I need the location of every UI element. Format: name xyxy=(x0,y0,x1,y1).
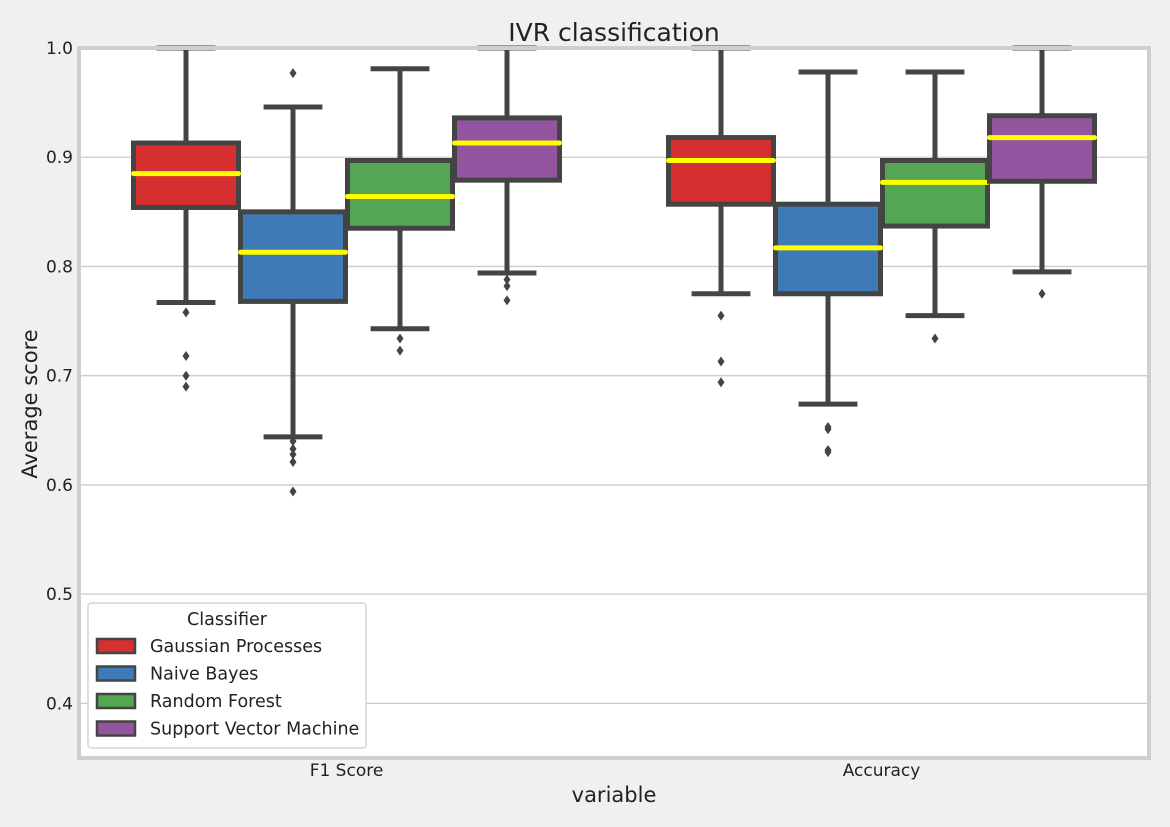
box-body xyxy=(238,209,348,304)
outlier-point xyxy=(931,333,939,344)
outlier-point xyxy=(289,68,297,79)
box-group xyxy=(238,68,348,497)
box-body xyxy=(987,113,1097,184)
box-group xyxy=(345,66,455,356)
outlier-point xyxy=(396,345,404,356)
y-tick-label: 0.7 xyxy=(46,367,73,387)
y-axis-label: Average score xyxy=(18,329,42,478)
legend-swatch xyxy=(95,720,137,737)
outlier-point xyxy=(182,307,190,318)
outlier-point xyxy=(1038,288,1046,299)
outlier-point xyxy=(503,295,511,306)
legend-swatch xyxy=(95,637,137,655)
outlier-point xyxy=(503,281,511,292)
outlier-point xyxy=(396,333,404,344)
box-body xyxy=(666,135,776,207)
outlier-point xyxy=(182,381,190,392)
chart-title: IVR classification xyxy=(508,18,720,47)
outlier-point xyxy=(289,436,297,447)
legend-label: Gaussian Processes xyxy=(150,637,322,657)
outlier-point xyxy=(717,310,725,321)
x-tick-labels: F1 Score Accuracy xyxy=(310,761,921,781)
outlier-point xyxy=(824,447,832,458)
box-group xyxy=(773,69,883,458)
outlier-point xyxy=(289,443,297,454)
box-group xyxy=(131,45,241,392)
box-group xyxy=(666,45,776,388)
y-tick-labels: 0.4 0.5 0.6 0.7 0.8 0.9 1.0 xyxy=(46,39,73,714)
box-body xyxy=(880,158,990,229)
outlier-point xyxy=(182,370,190,381)
outlier-point xyxy=(503,274,511,285)
y-tick-label: 1.0 xyxy=(46,39,73,59)
legend: Classifier Gaussian Processes Naive Bayes… xyxy=(87,602,367,749)
y-tick-label: 0.9 xyxy=(46,148,73,168)
y-tick-label: 0.6 xyxy=(46,476,73,496)
x-axis-label: variable xyxy=(572,783,657,807)
legend-title: Classifier xyxy=(187,610,268,630)
y-tick-label: 0.8 xyxy=(46,257,73,277)
y-tick-label: 0.5 xyxy=(46,585,73,605)
outlier-point xyxy=(717,377,725,388)
outlier-point xyxy=(289,486,297,497)
outlier-point xyxy=(289,456,297,467)
y-tick-label: 0.4 xyxy=(46,694,73,714)
outlier-point xyxy=(717,356,725,367)
outlier-point xyxy=(824,424,832,435)
legend-label: Naive Bayes xyxy=(150,665,258,685)
x-tick-label: Accuracy xyxy=(843,761,921,781)
box-group xyxy=(880,69,990,344)
plot-frame xyxy=(77,46,1151,760)
legend-items: Gaussian Processes Naive Bayes Random Fore… xyxy=(95,637,359,740)
box-body xyxy=(452,115,562,183)
legend-swatch xyxy=(95,692,137,710)
outlier-point xyxy=(182,351,190,362)
legend-label: Random Forest xyxy=(150,692,282,712)
outlier-point xyxy=(289,449,297,460)
legend-swatch xyxy=(95,665,137,682)
x-tick-label: F1 Score xyxy=(310,761,384,781)
legend-label: Support Vector Machine xyxy=(150,720,359,740)
legend-frame xyxy=(87,602,367,749)
